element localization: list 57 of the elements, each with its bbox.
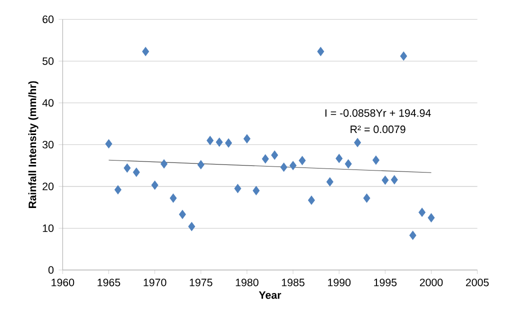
point <box>234 184 242 194</box>
y-tick-label: 0 <box>48 266 54 274</box>
point <box>243 134 250 144</box>
point <box>124 164 131 173</box>
point <box>298 156 306 166</box>
point <box>336 154 343 163</box>
point <box>178 210 186 219</box>
point <box>308 196 315 205</box>
point <box>160 159 168 168</box>
point <box>409 230 416 240</box>
point <box>354 138 362 148</box>
x-tick-label: 1965 <box>98 278 120 286</box>
y-tick-label: 40 <box>42 99 54 107</box>
point <box>326 177 334 186</box>
point <box>170 194 177 203</box>
point <box>216 138 223 147</box>
point <box>114 185 122 194</box>
point <box>132 168 140 177</box>
point <box>418 208 426 217</box>
y-tick-label: 30 <box>42 140 54 148</box>
y-tick-label: 10 <box>42 224 54 232</box>
point <box>382 176 389 185</box>
point <box>142 46 150 56</box>
point <box>271 150 278 160</box>
x-tick-label: 1975 <box>190 278 212 286</box>
point <box>197 160 204 170</box>
y-tick-label: 50 <box>42 57 54 65</box>
annotation: I = -0.0858Yr + 194.94 <box>325 109 431 117</box>
x-tick-label: 1970 <box>144 278 166 286</box>
y-axis-title: Rainfall Intensity (mm/hr) <box>28 81 38 208</box>
point <box>151 180 158 190</box>
x-tick-label: 1995 <box>374 278 397 286</box>
point <box>262 154 269 164</box>
x-tick-label: 1985 <box>282 278 304 286</box>
point <box>252 186 260 196</box>
point <box>317 46 324 56</box>
point <box>400 52 408 61</box>
y-tick-label: 20 <box>42 182 54 190</box>
x-tick-label: 1980 <box>236 278 258 286</box>
point <box>390 175 398 184</box>
x-tick-label: 1990 <box>328 278 351 286</box>
point <box>225 138 232 148</box>
point <box>188 222 196 232</box>
annotation: R² = 0.0079 <box>350 126 406 134</box>
point <box>290 161 297 170</box>
point <box>428 213 435 222</box>
point <box>344 159 352 168</box>
x-tick-label: 1960 <box>52 278 74 286</box>
point <box>372 156 380 165</box>
x-tick-label: 2000 <box>420 278 443 286</box>
y-tick-label: 60 <box>42 16 54 24</box>
point <box>280 162 288 172</box>
x-axis-title: Year <box>258 291 282 299</box>
x-tick-label: 2005 <box>466 278 489 286</box>
point <box>105 139 112 148</box>
point <box>363 194 370 203</box>
point <box>206 136 214 146</box>
